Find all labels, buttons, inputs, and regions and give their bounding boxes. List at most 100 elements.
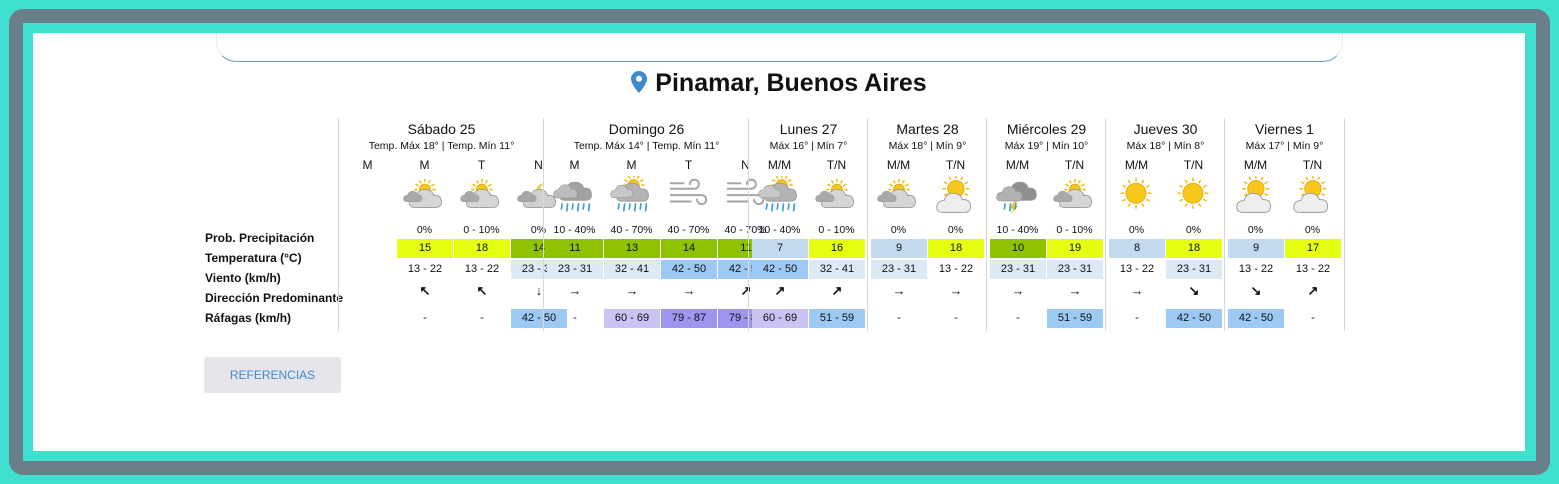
references-button[interactable]: REFERENCIAS (204, 357, 341, 393)
temperature-cell: 16 (809, 239, 865, 258)
wind-cell: 13 - 22 (1285, 260, 1341, 279)
rain-sun-icon (610, 176, 649, 212)
period-column: M 40 - 70% 13 32 - 41 → 60 - 69 (603, 118, 660, 331)
precip-probability: 40 - 70% (667, 224, 710, 236)
day-temps: Máx 18° | Mín 9° (888, 140, 967, 152)
day-column: Martes 28 Máx 18° | Mín 9° M/M 0% 9 23 - 31 →… (867, 118, 987, 331)
precip-probability: 40 - 70% (724, 224, 767, 236)
temperature-cell: 8 (1109, 239, 1165, 258)
partly-cloudy-icon (815, 178, 854, 208)
day-temps: Máx 17° | Mín 9° (1245, 140, 1324, 152)
wind-cell: 23 - 31 (1166, 260, 1222, 279)
period-label: M/M (1124, 158, 1149, 172)
period-label: M/M (767, 158, 792, 172)
period-label: M (569, 158, 580, 172)
period-column: T/N 0% 18 23 - 31 ↘ 42 - 50 (1165, 118, 1222, 331)
gust-cell: - (897, 312, 901, 324)
wind-direction-arrow-icon: → (1011, 283, 1025, 298)
precip-probability: 10 - 40% (553, 224, 596, 236)
label-direction: Dirección Predominante (205, 291, 344, 305)
period-column: M 10 - 40% 11 23 - 31 → - (546, 118, 603, 331)
period-label: M (362, 158, 373, 172)
rain-sun-icon (758, 176, 797, 212)
wind-cell: 23 - 31 (871, 260, 927, 279)
day-name: Jueves 30 (1133, 121, 1198, 137)
period-label: M (626, 158, 637, 172)
day-name: Sábado 25 (407, 121, 476, 137)
precip-probability: 0% (1185, 224, 1202, 236)
storm-icon (996, 181, 1037, 215)
precip-probability: 0 - 10% (1056, 224, 1093, 236)
day-column: Domingo 26 Temp. Máx 14° | Temp. Mín 11° M… (543, 118, 774, 331)
gust-cell: 42 - 50 (511, 309, 567, 328)
location-name: Pinamar, Buenos Aires (655, 69, 927, 97)
wind-direction-arrow-icon: ↗ (774, 283, 786, 298)
gust-cell: - (1016, 312, 1020, 324)
precip-probability: 0% (947, 224, 964, 236)
wind-direction-arrow-icon: → (1130, 283, 1144, 298)
period-column: M/M 0% 8 13 - 22 → - (1108, 118, 1165, 331)
wind-cell: 23 - 31 (1047, 260, 1103, 279)
gust-cell: - (954, 312, 958, 324)
wind-cell: 23 - 31 (547, 260, 603, 279)
wind-cell: 13 - 22 (928, 260, 984, 279)
period-label: M/M (1005, 158, 1030, 172)
partly-cloudy-icon (1053, 178, 1092, 208)
gust-cell: 60 - 69 (604, 309, 660, 328)
period-label: N (741, 158, 750, 172)
temperature-cell: 19 (1047, 239, 1103, 258)
location-title: Pinamar, Buenos Aires (33, 69, 1525, 98)
day-name: Martes 28 (896, 121, 959, 137)
map-pin-icon (631, 71, 648, 93)
temperature-cell: 18 (454, 239, 510, 258)
period-column: M/M 10 - 40% 10 23 - 31 → - (989, 118, 1046, 331)
wind-cell: 42 - 50 (752, 260, 808, 279)
wind-cell: 23 - 31 (990, 260, 1046, 279)
period-label: T/N (945, 158, 966, 172)
wind-cell: 13 - 22 (1228, 260, 1284, 279)
wind-direction-arrow-icon: → (892, 283, 906, 298)
gust-cell: 79 - 87 (661, 309, 717, 328)
period-label: T (684, 158, 693, 172)
sun-cloud-icon (1293, 176, 1329, 213)
period-label: T/N (1183, 158, 1204, 172)
period-column: M/M 10 - 40% 7 42 - 50 ↗ 60 - 69 (751, 118, 808, 331)
day-temps: Máx 16° | Mín 7° (769, 140, 848, 152)
precip-probability: 0% (1304, 224, 1321, 236)
day-name: Domingo 26 (608, 121, 685, 137)
label-gusts: Ráfagas (km/h) (205, 311, 292, 325)
gust-cell: - (1311, 312, 1315, 324)
day-temps: Máx 19° | Mín 10° (1004, 140, 1089, 152)
day-column: Miércoles 29 Máx 19° | Mín 10° M/M 10 - 40… (986, 118, 1106, 331)
precip-probability: 10 - 40% (996, 224, 1039, 236)
temperature-cell: 7 (752, 239, 808, 258)
day-name: Miércoles 29 (1006, 121, 1087, 137)
cloudy-night-icon (517, 183, 556, 208)
period-label: T/N (1302, 158, 1323, 172)
temperature-cell: 13 (604, 239, 660, 258)
period-label: M (419, 158, 430, 172)
day-temps: Temp. Máx 18° | Temp. Mín 11° (368, 140, 515, 152)
temperature-cell: 10 (990, 239, 1046, 258)
wind-direction-arrow-icon: → (682, 283, 696, 298)
wind-cell: 13 - 22 (454, 260, 510, 279)
period-column: M/M 0% 9 23 - 31 → - (870, 118, 927, 331)
wind-cell: 13 - 22 (397, 260, 453, 279)
sun-icon (1120, 177, 1152, 209)
gust-cell: 51 - 59 (1047, 309, 1103, 328)
precip-probability: 0 - 10% (818, 224, 855, 236)
wind-cell: 13 - 22 (1109, 260, 1165, 279)
temperature-cell: 9 (871, 239, 927, 258)
wind-direction-arrow-icon: ↗ (831, 283, 843, 298)
wind-cell: 32 - 41 (809, 260, 865, 279)
temperature-cell: 18 (928, 239, 984, 258)
sun-cloud-icon (1236, 176, 1272, 213)
period-column: M (339, 118, 396, 331)
precip-probability: 0% (1128, 224, 1145, 236)
day-column: Sábado 25 Temp. Máx 18° | Temp. Mín 11° M M… (338, 118, 567, 331)
precip-probability: 0% (416, 224, 433, 236)
period-label: T (477, 158, 486, 172)
partly-cloudy-icon (877, 178, 916, 208)
period-column: N 0% 14 23 - 31 ↓ 42 - 50 (510, 118, 567, 331)
precip-probability: 0% (890, 224, 907, 236)
